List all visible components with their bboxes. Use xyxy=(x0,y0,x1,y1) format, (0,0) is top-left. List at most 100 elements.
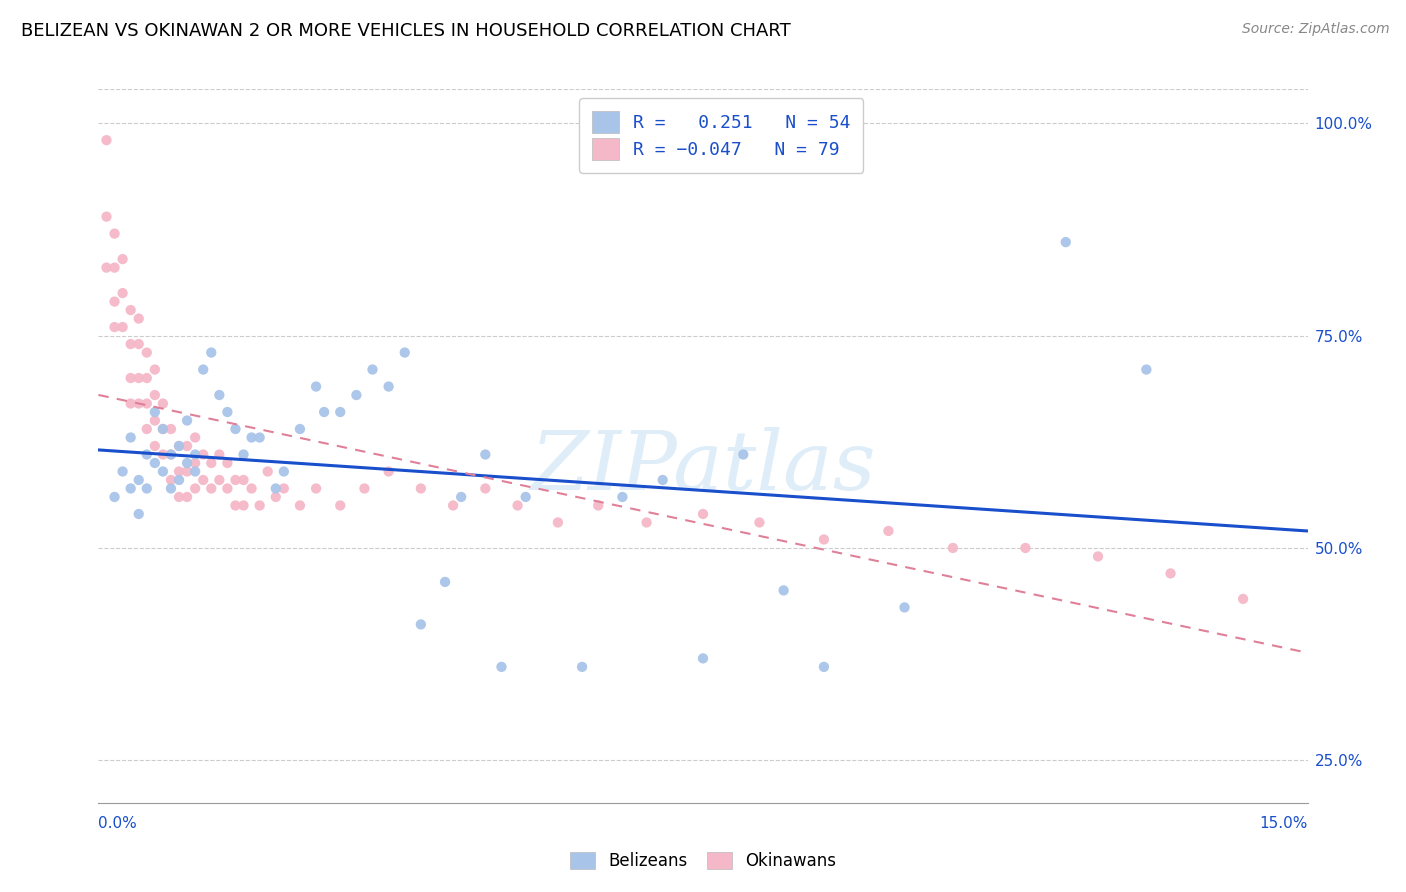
Point xyxy=(329,499,352,513)
Point xyxy=(135,422,157,436)
Point xyxy=(120,337,142,351)
Point xyxy=(240,482,263,496)
Point xyxy=(733,448,755,462)
Point xyxy=(128,311,150,326)
Text: BELIZEAN VS OKINAWAN 2 OR MORE VEHICLES IN HOUSEHOLD CORRELATION CHART: BELIZEAN VS OKINAWAN 2 OR MORE VEHICLES … xyxy=(21,22,790,40)
Point xyxy=(305,379,328,393)
Point xyxy=(208,448,231,462)
Point xyxy=(193,473,215,487)
Point xyxy=(184,430,207,444)
Point xyxy=(612,490,634,504)
Point xyxy=(160,448,183,462)
Point xyxy=(240,430,263,444)
Point xyxy=(224,422,246,436)
Point xyxy=(877,524,900,538)
Point xyxy=(176,439,198,453)
Point xyxy=(120,430,142,444)
Point xyxy=(224,473,246,487)
Point xyxy=(441,499,464,513)
Point xyxy=(120,371,142,385)
Point xyxy=(135,396,157,410)
Point xyxy=(474,448,496,462)
Point xyxy=(160,482,183,496)
Point xyxy=(193,448,215,462)
Point xyxy=(1014,541,1036,555)
Text: Source: ZipAtlas.com: Source: ZipAtlas.com xyxy=(1241,22,1389,37)
Point xyxy=(200,345,222,359)
Point xyxy=(128,337,150,351)
Point xyxy=(143,413,166,427)
Point xyxy=(167,465,190,479)
Point xyxy=(120,482,142,496)
Point xyxy=(329,405,352,419)
Point xyxy=(249,430,271,444)
Point xyxy=(1087,549,1109,564)
Point xyxy=(942,541,965,555)
Point xyxy=(217,482,239,496)
Point xyxy=(152,465,174,479)
Point xyxy=(193,362,215,376)
Point xyxy=(184,465,207,479)
Point xyxy=(305,482,328,496)
Point xyxy=(571,660,593,674)
Point xyxy=(143,362,166,376)
Point xyxy=(143,388,166,402)
Point xyxy=(143,405,166,419)
Point xyxy=(224,499,246,513)
Point xyxy=(273,465,295,479)
Point xyxy=(353,482,375,496)
Point xyxy=(692,507,714,521)
Point xyxy=(772,583,794,598)
Point xyxy=(1232,591,1254,606)
Point xyxy=(636,516,658,530)
Point xyxy=(103,227,125,241)
Point xyxy=(111,252,134,266)
Point xyxy=(152,422,174,436)
Point xyxy=(208,473,231,487)
Point xyxy=(361,362,384,376)
Point xyxy=(135,345,157,359)
Point xyxy=(167,473,190,487)
Point xyxy=(128,473,150,487)
Point xyxy=(586,499,609,513)
Point xyxy=(450,490,472,504)
Point xyxy=(167,490,190,504)
Point xyxy=(1054,235,1077,249)
Point xyxy=(1160,566,1182,581)
Text: 15.0%: 15.0% xyxy=(1260,815,1308,830)
Point xyxy=(314,405,336,419)
Point xyxy=(256,465,278,479)
Point xyxy=(217,456,239,470)
Point xyxy=(103,260,125,275)
Point xyxy=(128,507,150,521)
Point xyxy=(893,600,915,615)
Point xyxy=(232,473,254,487)
Point xyxy=(176,465,198,479)
Point xyxy=(167,439,190,453)
Point xyxy=(167,439,190,453)
Point xyxy=(135,371,157,385)
Point xyxy=(184,448,207,462)
Point xyxy=(128,396,150,410)
Point xyxy=(515,490,537,504)
Point xyxy=(288,422,311,436)
Point xyxy=(692,651,714,665)
Point xyxy=(160,448,183,462)
Point xyxy=(217,405,239,419)
Point xyxy=(264,482,287,496)
Point xyxy=(152,396,174,410)
Point xyxy=(264,490,287,504)
Point xyxy=(143,439,166,453)
Point xyxy=(128,371,150,385)
Point xyxy=(813,533,835,547)
Point xyxy=(103,490,125,504)
Point xyxy=(506,499,529,513)
Point xyxy=(491,660,513,674)
Point xyxy=(208,388,231,402)
Legend: R =   0.251   N = 54, R = −0.047   N = 79: R = 0.251 N = 54, R = −0.047 N = 79 xyxy=(579,98,863,173)
Point xyxy=(135,448,157,462)
Point xyxy=(409,617,432,632)
Point xyxy=(96,133,118,147)
Point xyxy=(232,499,254,513)
Point xyxy=(288,499,311,513)
